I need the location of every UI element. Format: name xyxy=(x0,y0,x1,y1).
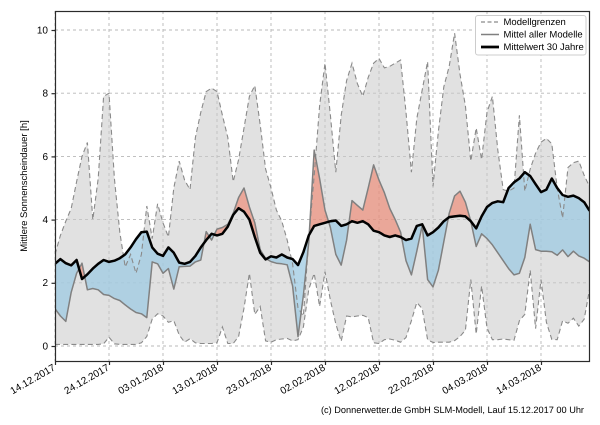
svg-text:Modellgrenzen: Modellgrenzen xyxy=(504,17,566,28)
svg-text:Mittel aller Modelle: Mittel aller Modelle xyxy=(504,30,583,41)
svg-text:8: 8 xyxy=(42,89,48,100)
svg-text:Mittelwert 30 Jahre: Mittelwert 30 Jahre xyxy=(504,42,584,53)
svg-text:(c) Donnerwetter.de GmbH SLM-M: (c) Donnerwetter.de GmbH SLM-Modell, Lau… xyxy=(321,405,584,415)
svg-text:Mittlere Sonnenscheindauer [h]: Mittlere Sonnenscheindauer [h] xyxy=(19,120,30,252)
svg-text:0: 0 xyxy=(42,341,48,352)
svg-text:10: 10 xyxy=(37,25,49,36)
svg-text:4: 4 xyxy=(42,215,48,226)
svg-text:6: 6 xyxy=(42,152,48,163)
svg-text:2: 2 xyxy=(42,278,48,289)
